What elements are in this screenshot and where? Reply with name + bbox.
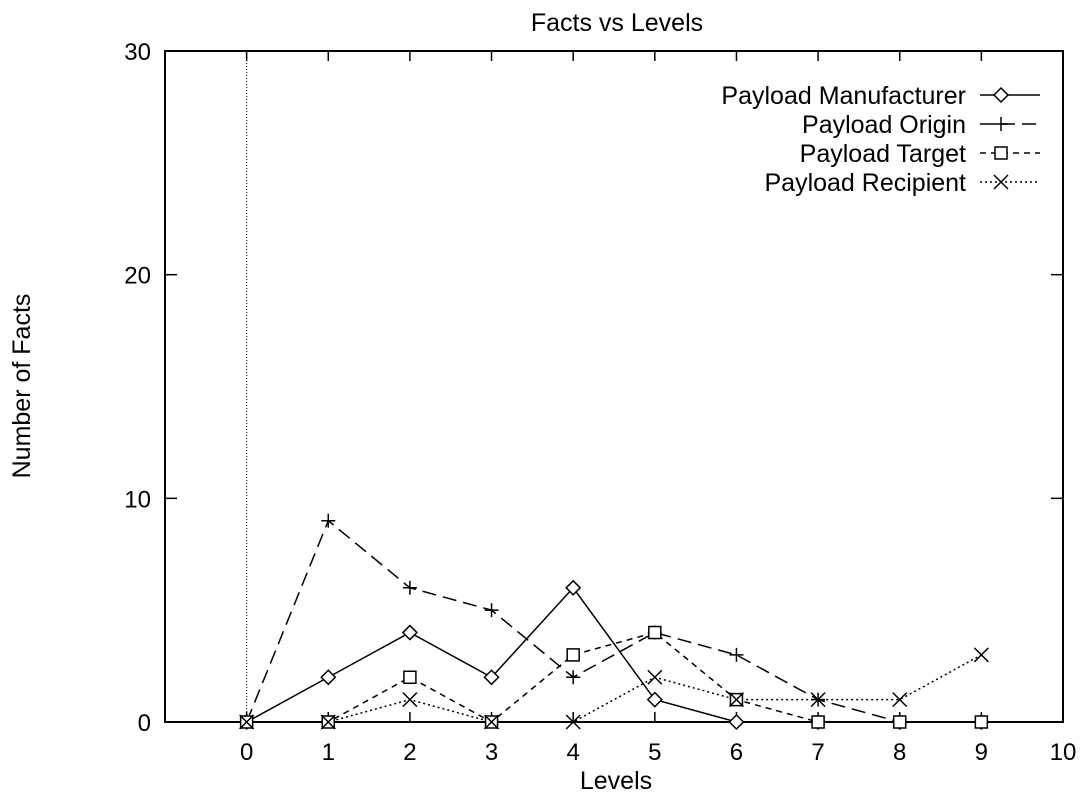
data-point — [728, 713, 745, 731]
data-point — [728, 692, 744, 708]
x-tick-label: 7 — [811, 739, 824, 766]
legend-label: Payload Recipient — [764, 169, 966, 197]
data-point — [811, 715, 825, 729]
data-point — [974, 715, 989, 729]
x-tick-label: 0 — [240, 739, 253, 766]
data-point — [566, 648, 580, 662]
x-tick-label: 8 — [893, 739, 906, 766]
legend-marker — [993, 174, 1009, 190]
data-point — [565, 579, 582, 596]
legend-marker — [992, 86, 1010, 104]
legend-marker — [994, 117, 1008, 131]
data-point — [403, 670, 417, 685]
x-tick-label: 3 — [485, 739, 498, 766]
legend-label: Payload Target — [800, 140, 966, 168]
data-point — [402, 692, 418, 708]
y-tick-label: 10 — [124, 486, 151, 513]
chart-title: Facts vs Levels — [531, 9, 703, 37]
data-point — [484, 714, 500, 730]
data-point — [566, 670, 581, 685]
data-point — [402, 580, 417, 595]
data-point — [239, 714, 255, 730]
series-line — [245, 519, 982, 723]
x-tick-label: 6 — [730, 739, 743, 766]
data-point — [892, 715, 907, 729]
series-line — [246, 654, 982, 723]
x-tick-label: 9 — [975, 739, 988, 766]
data-point — [810, 692, 826, 708]
legend-marker — [994, 146, 1008, 160]
legend-label: Payload Origin — [802, 111, 966, 139]
data-point — [321, 513, 336, 528]
x-tick-label: 2 — [403, 739, 416, 766]
series-line — [246, 586, 982, 723]
y-axis-label: Number of Facts — [8, 294, 36, 479]
x-tick-label: 1 — [322, 739, 335, 766]
y-tick-label: 0 — [138, 710, 151, 737]
y-tick-label: 30 — [124, 39, 151, 66]
data-point — [320, 669, 337, 686]
plot-area: 0 1 2 3 4 5 6 7 8 9 10 0 10 20 30 — [124, 39, 1076, 766]
y-tick-label: 20 — [124, 263, 151, 290]
series-line — [246, 631, 982, 723]
data-point — [646, 691, 663, 708]
data-point — [483, 669, 500, 686]
data-point — [729, 647, 744, 662]
x-axis-label: Levels — [580, 767, 652, 795]
data-point — [647, 669, 663, 685]
legend-label: Payload Manufacturer — [721, 82, 966, 110]
data-point — [648, 625, 662, 640]
data-point — [484, 603, 499, 618]
data-point — [401, 624, 418, 641]
plot-frame — [164, 50, 1064, 723]
x-tick-label: 5 — [648, 739, 661, 766]
data-point — [973, 647, 989, 663]
data-point — [320, 714, 336, 730]
data-point — [565, 714, 581, 730]
x-tick-label: 4 — [567, 739, 580, 766]
x-tick-label: 10 — [1050, 739, 1077, 766]
data-point — [892, 692, 908, 708]
